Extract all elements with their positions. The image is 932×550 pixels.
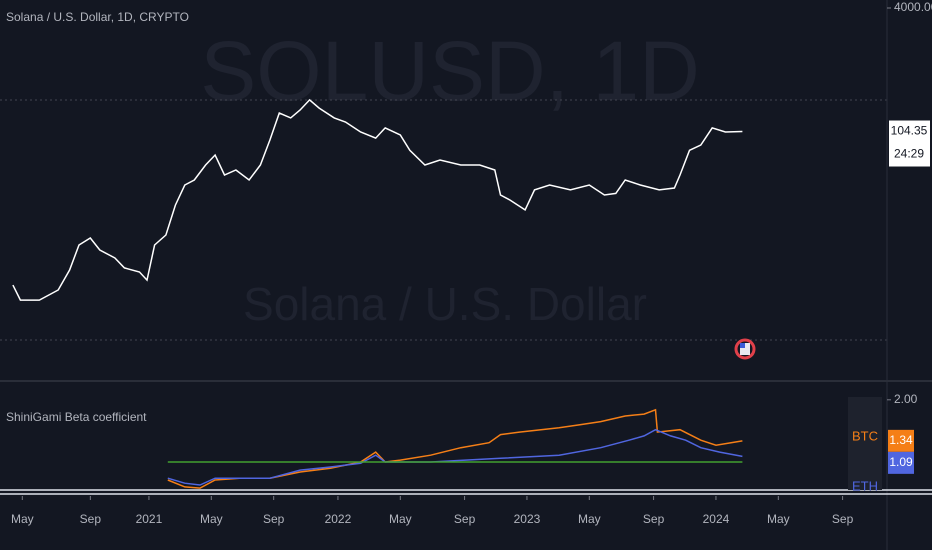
series-line	[12, 98, 743, 301]
x-tick-label: Sep	[80, 512, 102, 526]
chart-title: Solana / U.S. Dollar, 1D, CRYPTO	[6, 10, 189, 24]
x-tick-label: Sep	[263, 512, 285, 526]
indicator-title: ShiniGami Beta coefficient	[6, 410, 147, 424]
watermark-symbol: SOLUSD, 1D	[200, 24, 700, 118]
x-tick-label: May	[767, 512, 790, 526]
y-tick-label: 4000.00	[894, 0, 932, 14]
y-tick-label: 2.00	[894, 392, 918, 406]
x-tick-label: May	[11, 512, 34, 526]
value-box	[888, 451, 914, 474]
x-tick-label: 2021	[136, 512, 163, 526]
x-tick-label: 2022	[325, 512, 352, 526]
x-tick-label: 2023	[514, 512, 541, 526]
watermark-name: Solana / U.S. Dollar	[243, 278, 647, 330]
value-label: 1.09	[889, 455, 913, 469]
x-tick-label: Sep	[454, 512, 476, 526]
price-box	[889, 120, 930, 167]
event-icon[interactable]	[734, 338, 756, 360]
legend-label: ETH	[852, 478, 878, 493]
x-tick-label: 2024	[703, 512, 730, 526]
x-tick-label: May	[578, 512, 601, 526]
x-tick-label: May	[200, 512, 223, 526]
countdown: 24:29	[894, 147, 924, 161]
x-tick-label: Sep	[643, 512, 665, 526]
legend-label: BTC	[852, 428, 878, 443]
x-tick-label: May	[389, 512, 412, 526]
price-label: 104.35	[891, 124, 928, 138]
value-box	[888, 429, 914, 452]
x-tick-label: Sep	[832, 512, 854, 526]
value-label: 1.34	[889, 433, 913, 447]
legend-box	[848, 397, 882, 490]
